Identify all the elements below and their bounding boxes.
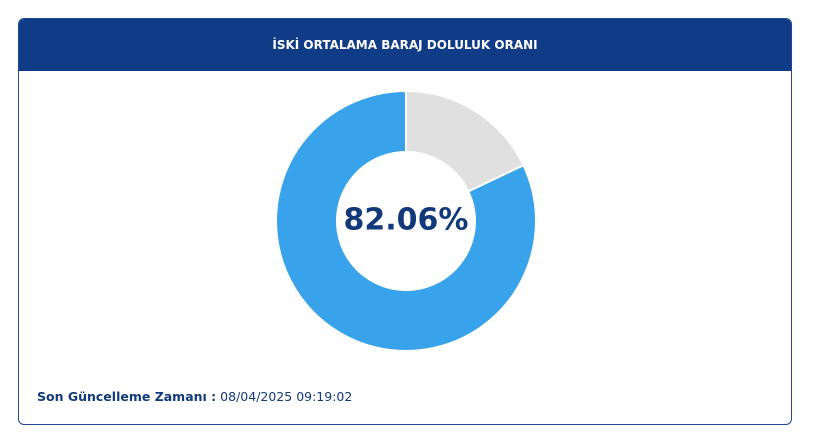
update-label: Son Güncelleme Zamanı : (37, 389, 217, 404)
update-time: 08/04/2025 09:19:02 (220, 389, 353, 404)
chart: 82.06% (275, 89, 537, 352)
footer: Son Güncelleme Zamanı : 08/04/2025 09:19… (37, 389, 352, 404)
card: İSKİ ORTALAMA BARAJ DOLULUK ORANI 82.06%… (18, 18, 792, 425)
donut-segment (405, 89, 525, 193)
center-label: 82.06% (344, 203, 469, 238)
chart-title: İSKİ ORTALAMA BARAJ DOLULUK ORANI (272, 38, 538, 52)
donut-segment (275, 89, 537, 352)
card-header: İSKİ ORTALAMA BARAJ DOLULUK ORANI (19, 19, 791, 71)
